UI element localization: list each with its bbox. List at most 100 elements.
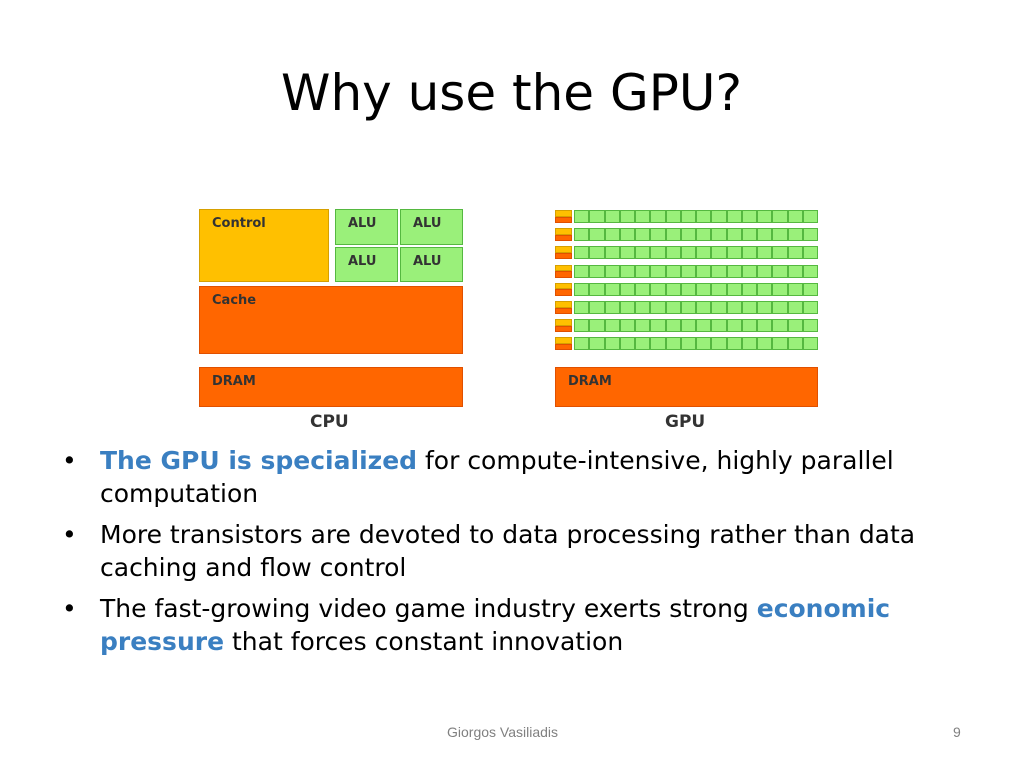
gpu-control-cache-cell [555, 337, 572, 351]
gpu-alu-cell [802, 282, 818, 296]
gpu-alu-cell [635, 228, 651, 242]
gpu-alu-cell [619, 246, 635, 260]
cpu-dram-block: DRAM [199, 367, 463, 407]
gpu-alu-cell [787, 228, 803, 242]
gpu-alu-cell [711, 301, 727, 314]
gpu-alu-cell [619, 337, 635, 351]
footer-author: Giorgos Vasiliadis [447, 724, 559, 740]
gpu-core-row [555, 282, 818, 296]
gpu-alu-cell [619, 228, 635, 242]
bullet-marker: • [62, 446, 77, 475]
page-number: 9 [953, 724, 961, 740]
gpu-alu-cell [772, 319, 788, 333]
gpu-alu-cell [787, 282, 803, 296]
gpu-alu-cell [772, 228, 788, 242]
gpu-control-cache-cell [555, 264, 572, 278]
gpu-alu-cell [726, 337, 742, 351]
gpu-alu-cell [574, 319, 590, 333]
gpu-alu-cell [802, 337, 818, 351]
cpu-alu-block: ALU [335, 247, 398, 282]
bullet-list: • The GPU is specialized for compute-inte… [62, 444, 962, 666]
gpu-alu-cell [726, 319, 742, 333]
gpu-alu-cell [574, 282, 590, 296]
gpu-alu-cell [619, 282, 635, 296]
gpu-alu-cell [711, 319, 727, 333]
gpu-alu-cell [711, 337, 727, 351]
cpu-alu-block: ALU [400, 209, 463, 245]
gpu-alu-cell [726, 264, 742, 278]
gpu-dram-block: DRAM [555, 367, 818, 407]
gpu-alu-cell [787, 319, 803, 333]
gpu-control-cache-cell [555, 319, 572, 333]
gpu-alu-cell [574, 246, 590, 260]
gpu-alu-cell [757, 246, 773, 260]
gpu-alu-cell [604, 228, 620, 242]
gpu-alu-cell [726, 301, 742, 314]
gpu-alu-cell [635, 301, 651, 314]
gpu-alu-cell [604, 246, 620, 260]
gpu-core-row [555, 246, 818, 260]
gpu-alu-cell [650, 246, 666, 260]
gpu-alu-cell [604, 301, 620, 314]
gpu-alu-cell [802, 228, 818, 242]
gpu-alu-cell [665, 319, 681, 333]
bullet-highlight-text: The GPU is specialized [100, 446, 418, 475]
gpu-alu-cell [589, 210, 605, 223]
gpu-alu-cell [650, 228, 666, 242]
gpu-alu-cell [741, 319, 757, 333]
gpu-alu-cell [680, 337, 696, 351]
gpu-alu-cell [665, 228, 681, 242]
gpu-alu-cell [741, 264, 757, 278]
gpu-alu-cell [619, 319, 635, 333]
gpu-alu-cell [635, 210, 651, 223]
gpu-alu-cell [726, 246, 742, 260]
cpu-alu-label: ALU [348, 216, 377, 231]
gpu-alu-cell [635, 264, 651, 278]
gpu-alu-cell [635, 282, 651, 296]
gpu-alu-cell [604, 337, 620, 351]
gpu-control-cache-cell [555, 210, 572, 223]
gpu-control-cache-cell [555, 246, 572, 260]
gpu-alu-cell [680, 210, 696, 223]
gpu-alu-cell [802, 210, 818, 223]
gpu-alu-cell [711, 210, 727, 223]
gpu-alu-cell [802, 319, 818, 333]
gpu-alu-cell [726, 210, 742, 223]
gpu-alu-cell [757, 210, 773, 223]
gpu-alu-cell [574, 210, 590, 223]
gpu-alu-cell [665, 264, 681, 278]
gpu-alu-cell [574, 228, 590, 242]
bullet-item: • The GPU is specialized for compute-inte… [62, 444, 962, 510]
gpu-alu-cell [772, 337, 788, 351]
gpu-alu-cell [757, 301, 773, 314]
gpu-alu-cell [787, 246, 803, 260]
gpu-alu-cell [635, 246, 651, 260]
gpu-caption: GPU [665, 412, 706, 432]
gpu-alu-cell [787, 301, 803, 314]
gpu-alu-cell [772, 282, 788, 296]
bullet-text: that forces constant innovation [224, 627, 624, 656]
gpu-alu-cell [726, 282, 742, 296]
gpu-alu-cell [787, 210, 803, 223]
gpu-alu-cell [787, 264, 803, 278]
gpu-alu-cell [665, 246, 681, 260]
gpu-alu-cell [741, 228, 757, 242]
cpu-caption: CPU [310, 412, 349, 432]
cpu-alu-label: ALU [348, 254, 377, 269]
gpu-alu-cell [802, 246, 818, 260]
gpu-alu-cell [757, 228, 773, 242]
cpu-cache-label: Cache [212, 293, 257, 308]
gpu-alu-cell [589, 264, 605, 278]
gpu-alu-cell [574, 264, 590, 278]
gpu-alu-cell [589, 301, 605, 314]
gpu-alu-cell [650, 337, 666, 351]
gpu-control-cache-cell [555, 282, 572, 296]
gpu-alu-cell [665, 282, 681, 296]
gpu-alu-cell [696, 282, 712, 296]
gpu-alu-cell [696, 210, 712, 223]
gpu-alu-cell [650, 301, 666, 314]
gpu-alu-cell [802, 301, 818, 314]
bullet-text: More transistors are devoted to data pro… [100, 520, 924, 582]
cpu-alu-block: ALU [335, 209, 398, 245]
gpu-alu-cell [711, 282, 727, 296]
